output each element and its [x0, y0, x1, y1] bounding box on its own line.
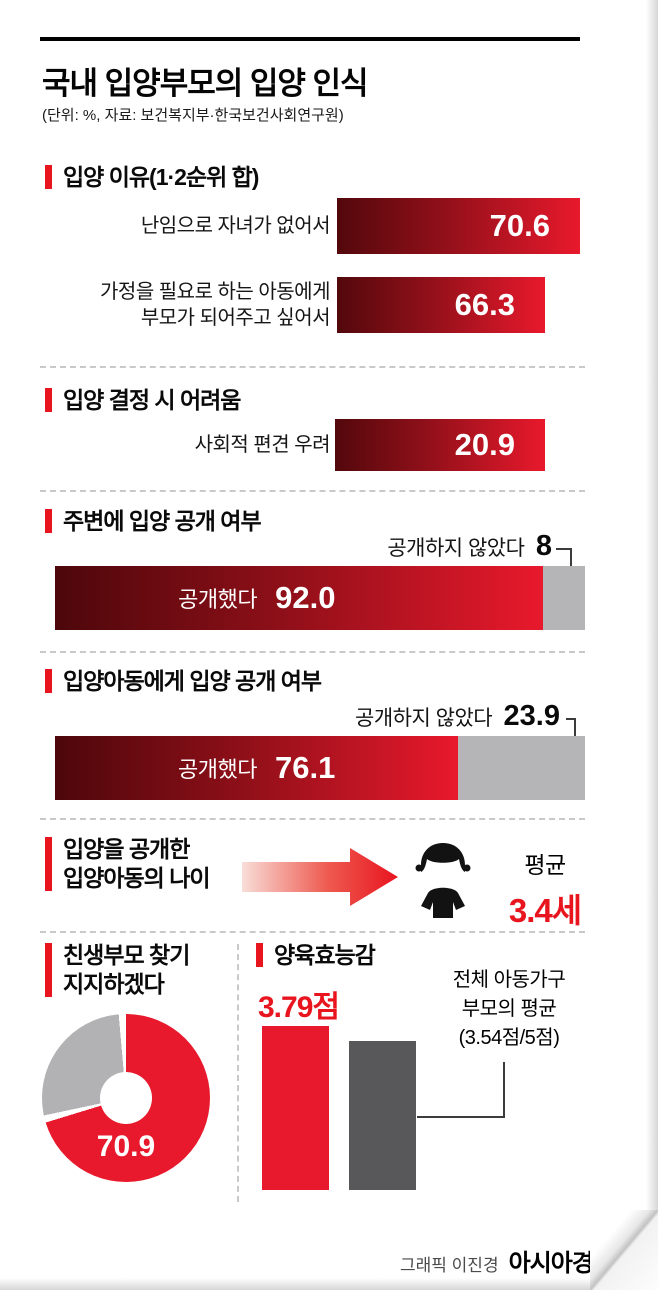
red-marker	[45, 388, 52, 412]
red-marker	[45, 165, 52, 189]
bar-segment-disclosed: 공개했다 92.0	[55, 566, 543, 630]
bar-label: 사회적 편견 우려	[0, 419, 331, 471]
section-header-bio-parents: 친생부모 찾기 지지하겠다	[45, 941, 190, 999]
section-title: 친생부모 찾기 지지하겠다	[63, 942, 190, 997]
dashed-separator	[40, 490, 585, 492]
bar-segment-text: 공개했다 76.1	[178, 750, 335, 786]
dashed-separator	[40, 366, 585, 368]
annotation-label: 공개하지 않았다	[355, 707, 493, 730]
stat-value: 3.4세	[508, 892, 582, 929]
efficacy-value: 3.79점	[258, 991, 340, 1024]
bar-efficacy-adoptive	[262, 1026, 329, 1190]
compare-connector-line	[417, 1062, 505, 1118]
red-marker	[256, 943, 263, 967]
bar-value: 20.9	[454, 427, 515, 462]
bar-value: 70.6	[489, 208, 550, 243]
red-marker	[45, 943, 52, 997]
child-icon	[410, 838, 476, 918]
bar-segment-not-disclosed	[542, 566, 585, 630]
annotation-label: 공개하지 않았다	[387, 537, 525, 560]
annotation-value: 8	[535, 530, 552, 562]
page-curl	[590, 1210, 658, 1290]
dashed-separator	[40, 651, 585, 653]
stacked-bar-disclosure-child: 공개했다 76.1	[55, 736, 585, 800]
bar-label-text: 사회적 편견 우려	[194, 434, 331, 456]
page-edge-shadow-right	[646, 0, 658, 1290]
bar-efficacy-average	[349, 1041, 416, 1190]
credit-text: 그래픽 이진경	[400, 1256, 499, 1275]
bar-segment-label: 공개했다	[178, 757, 257, 782]
section-title: 입양을 공개한 입양아동의 나이	[63, 836, 211, 891]
donut-value: 70.9	[96, 1130, 156, 1163]
annotation-connector-line	[566, 718, 576, 736]
bar-label: 가정을 필요로 하는 아동에게 부모가 되어주고 싶어서	[0, 276, 330, 334]
stat-label: 평균	[524, 852, 566, 878]
bar-segment-not-disclosed	[458, 736, 585, 800]
bar-segment-text: 공개했다 92.0	[178, 580, 335, 616]
bar-value: 66.3	[454, 287, 515, 322]
annotation-not-disclosed: 공개하지 않았다 23.9	[262, 700, 560, 733]
bar-reason-parenting: 66.3	[337, 277, 545, 333]
stacked-bar-disclosure-around: 공개했다 92.0	[55, 566, 585, 630]
bar-segment-label: 공개했다	[178, 587, 258, 612]
top-rule	[40, 37, 580, 41]
bar-label: 난임으로 자녀가 없어서	[0, 198, 331, 254]
bar-segment-disclosed: 공개했다 76.1	[55, 736, 459, 800]
dashed-separator	[40, 931, 585, 933]
efficacy-compare-label: 전체 아동가구 부모의 평균 (3.54점/5점)	[452, 969, 566, 1049]
dashed-separator	[40, 818, 585, 820]
annotation-connector-line	[556, 548, 572, 566]
red-marker	[45, 669, 52, 693]
page-title: 국내 입양부모의 입양 인식	[42, 66, 369, 101]
section-title: 양육효능감	[274, 942, 376, 968]
section-title: 주변에 입양 공개 여부	[63, 508, 262, 534]
donut-chart-bio-parents: 70.9	[42, 1014, 210, 1182]
annotation-value: 23.9	[503, 700, 560, 732]
bar-label-text: 가정을 필요로 하는 아동에게 부모가 되어주고 싶어서	[100, 281, 330, 329]
bar-reason-infertility: 70.6	[337, 198, 580, 254]
section-header-age: 입양을 공개한 입양아동의 나이	[45, 835, 211, 893]
section-title: 입양 이유(1·2순위 합)	[63, 164, 259, 190]
vertical-dashed-separator	[237, 944, 239, 1202]
red-marker	[45, 509, 52, 533]
section-header-disclosure-child: 입양아동에게 입양 공개 여부	[45, 667, 322, 696]
red-marker	[45, 837, 52, 891]
bar-label-text: 난임으로 자녀가 없어서	[140, 215, 331, 237]
annotation-not-disclosed: 공개하지 않았다 8	[270, 530, 552, 563]
section-title: 입양아동에게 입양 공개 여부	[63, 668, 322, 694]
bar-segment-value: 76.1	[274, 750, 336, 785]
section-header-efficacy: 양육효능감	[256, 941, 376, 970]
page-subtitle: (단위: %, 자료: 보건복지부·한국보건사회연구원)	[42, 107, 344, 124]
section-header-reasons: 입양 이유(1·2순위 합)	[45, 163, 259, 192]
age-stat: 평균 3.4세	[486, 846, 604, 932]
section-title: 입양 결정 시 어려움	[63, 387, 241, 413]
section-header-difficulty: 입양 결정 시 어려움	[45, 386, 241, 415]
bar-social-prejudice: 20.9	[335, 419, 545, 471]
bar-segment-value: 92.0	[275, 580, 336, 615]
section-header-disclosure-around: 주변에 입양 공개 여부	[45, 507, 262, 536]
page-edge-shadow-bottom	[0, 1278, 658, 1290]
arrow-right-icon	[242, 846, 400, 908]
